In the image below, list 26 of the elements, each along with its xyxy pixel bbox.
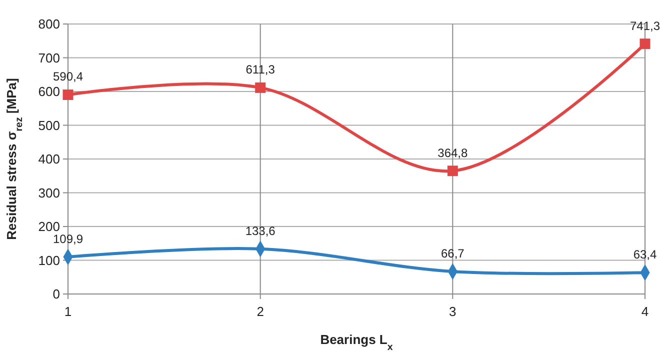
point <box>447 166 458 176</box>
y-tick-label: 0 <box>52 286 60 302</box>
x-tick-label: 3 <box>449 304 456 319</box>
y-tick-label: 400 <box>38 152 60 167</box>
data-label: 590,4 <box>52 70 84 84</box>
data-label: 63,4 <box>633 248 657 262</box>
data-label: 364,8 <box>438 146 468 160</box>
y-tick-label: 700 <box>38 50 60 66</box>
y-tick-label: 600 <box>38 84 60 100</box>
data-label: 611,3 <box>246 62 276 77</box>
point <box>640 38 650 50</box>
data-label: 109,9 <box>52 232 84 246</box>
y-tick-label: 200 <box>38 219 60 234</box>
x-tick-label: 2 <box>256 304 264 319</box>
x-tick-label: 1 <box>64 304 72 319</box>
y-tick-label: 800 <box>38 16 60 32</box>
data-label: 66,7 <box>440 246 465 260</box>
point <box>62 89 74 100</box>
point <box>255 82 266 93</box>
data-label: 741,3 <box>630 18 660 33</box>
y-tick-label: 100 <box>38 252 60 268</box>
x-tick-label: 4 <box>641 304 649 319</box>
y-tick-label: 500 <box>38 118 60 133</box>
data-label: 133,6 <box>245 224 276 238</box>
x-axis-title: Bearings L$_{x}$ <box>320 332 394 352</box>
y-tick-label: 300 <box>38 185 60 200</box>
